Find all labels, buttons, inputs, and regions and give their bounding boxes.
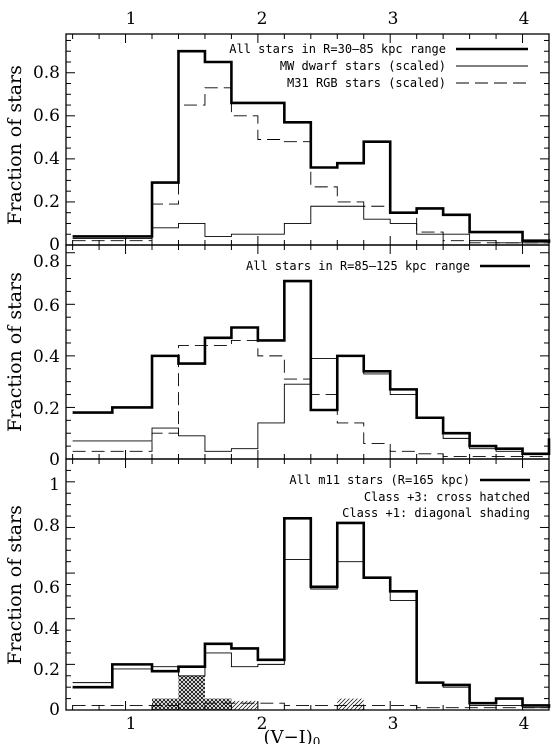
panel-1-y-tick-label: 0 bbox=[49, 235, 60, 255]
bottom-x-tick-1: 1 bbox=[126, 714, 137, 734]
panel-1-y-axis-label: Fraction of stars bbox=[4, 65, 26, 225]
series-thick-line bbox=[72, 279, 551, 456]
panel-85-125-kpc: 0 0.2 0.4 0.6 0.8 Fraction of stars All … bbox=[4, 244, 551, 470]
bottom-x-tick-4: 4 bbox=[519, 714, 530, 734]
panel-2-legend: All stars in R=85–125 kpc range bbox=[246, 259, 530, 273]
top-x-tick-labels: 1 2 3 4 bbox=[126, 9, 530, 29]
series-thin-line bbox=[72, 205, 549, 244]
panel-3-y-axis-label: Fraction of stars bbox=[4, 505, 26, 665]
panel-2-y-tick-label: 0.8 bbox=[33, 252, 60, 272]
bottom-x-tick-3: 3 bbox=[388, 714, 399, 734]
legend-label-all-m11: All m11 stars (R=165 kpc) bbox=[289, 473, 470, 487]
top-x-tick-4: 4 bbox=[519, 9, 530, 29]
legend-label-all-stars-30-85: All stars in R=30–85 kpc range bbox=[229, 42, 446, 56]
shaded-bin-diagonal bbox=[337, 698, 364, 710]
top-x-tick-2: 2 bbox=[257, 9, 268, 29]
shaded-bin-cross bbox=[178, 675, 205, 710]
series-dashed-line bbox=[72, 87, 549, 244]
panel-1-y-tick-label: 0.4 bbox=[33, 149, 60, 169]
panel-2-y-tick-label: 0.4 bbox=[33, 347, 60, 367]
bottom-x-tick-labels: 1 2 3 4 bbox=[126, 714, 530, 734]
panel-3-y-tick-labels: 0 0.2 0.4 0.6 0.8 1 bbox=[33, 475, 60, 720]
panel-2-y-tick-label: 0.6 bbox=[33, 296, 60, 316]
panel-2-y-tick-label: 0.2 bbox=[33, 399, 60, 419]
panel-3-frame bbox=[65, 458, 550, 711]
panel-1-y-tick-label: 0.8 bbox=[33, 63, 60, 83]
panel-3-y-tick-label: 1 bbox=[49, 475, 60, 495]
legend-label-mw-dwarf: MW dwarf stars (scaled) bbox=[280, 59, 446, 73]
panel-30-85-kpc: 0 0.2 0.4 0.6 0.8 Fraction of stars All … bbox=[4, 33, 551, 255]
panel-1-y-tick-label: 0.2 bbox=[33, 192, 60, 212]
x-axis-label-subscript: 0 bbox=[313, 735, 321, 744]
panel-2-y-axis-label: Fraction of stars bbox=[4, 272, 26, 432]
panel-1-y-tick-label: 0.6 bbox=[33, 106, 60, 126]
panel-2-axis-ticks bbox=[66, 245, 550, 460]
panel-3-series bbox=[72, 517, 551, 709]
panel-3-shaded-classes bbox=[152, 675, 364, 710]
x-axis-label: (V−I)0 bbox=[264, 727, 321, 744]
panel-3-y-tick-label: 0.8 bbox=[33, 516, 60, 536]
panel-2-series bbox=[72, 279, 551, 457]
panel-3-y-tick-label: 0.2 bbox=[33, 660, 60, 680]
panel-2-frame bbox=[65, 244, 550, 460]
legend-label-m31-rgb: M31 RGB stars (scaled) bbox=[287, 76, 446, 90]
panel-3-y-tick-label: 0.4 bbox=[33, 619, 60, 639]
series-thick-line bbox=[72, 49, 551, 243]
panel-3-y-tick-label: 0 bbox=[49, 700, 60, 720]
series-dashed-line bbox=[72, 702, 549, 709]
panel-3-legend: All m11 stars (R=165 kpc) Class +3: cros… bbox=[289, 473, 530, 520]
legend-label-class-plus-3: Class +3: cross hatched bbox=[364, 490, 530, 504]
top-x-tick-3: 3 bbox=[388, 9, 399, 29]
shaded-bin-cross bbox=[204, 698, 232, 710]
panel-2-y-tick-labels: 0 0.2 0.4 0.6 0.8 bbox=[33, 252, 60, 470]
legend-label-all-stars-85-125: All stars in R=85–125 kpc range bbox=[246, 259, 470, 273]
panel-1-legend: All stars in R=30–85 kpc range MW dwarf … bbox=[229, 42, 528, 90]
panel-m11: 0 0.2 0.4 0.6 0.8 1 Fraction of stars Al… bbox=[4, 458, 551, 720]
series-thick-line bbox=[72, 517, 551, 708]
panel-3-y-tick-label: 0.6 bbox=[33, 578, 60, 598]
bottom-x-tick-2: 2 bbox=[257, 714, 268, 734]
panel-1-y-tick-labels: 0 0.2 0.4 0.6 0.8 bbox=[33, 63, 60, 255]
x-axis-label-main: (V−I) bbox=[264, 727, 313, 744]
shaded-bin-diagonal bbox=[231, 700, 258, 710]
top-x-tick-1: 1 bbox=[126, 9, 137, 29]
legend-label-class-plus-1: Class +1: diagonal shading bbox=[342, 506, 530, 520]
panel-1-series bbox=[72, 49, 551, 244]
panel-2-y-tick-label: 0 bbox=[49, 450, 60, 470]
shaded-bin-cross bbox=[152, 698, 179, 710]
